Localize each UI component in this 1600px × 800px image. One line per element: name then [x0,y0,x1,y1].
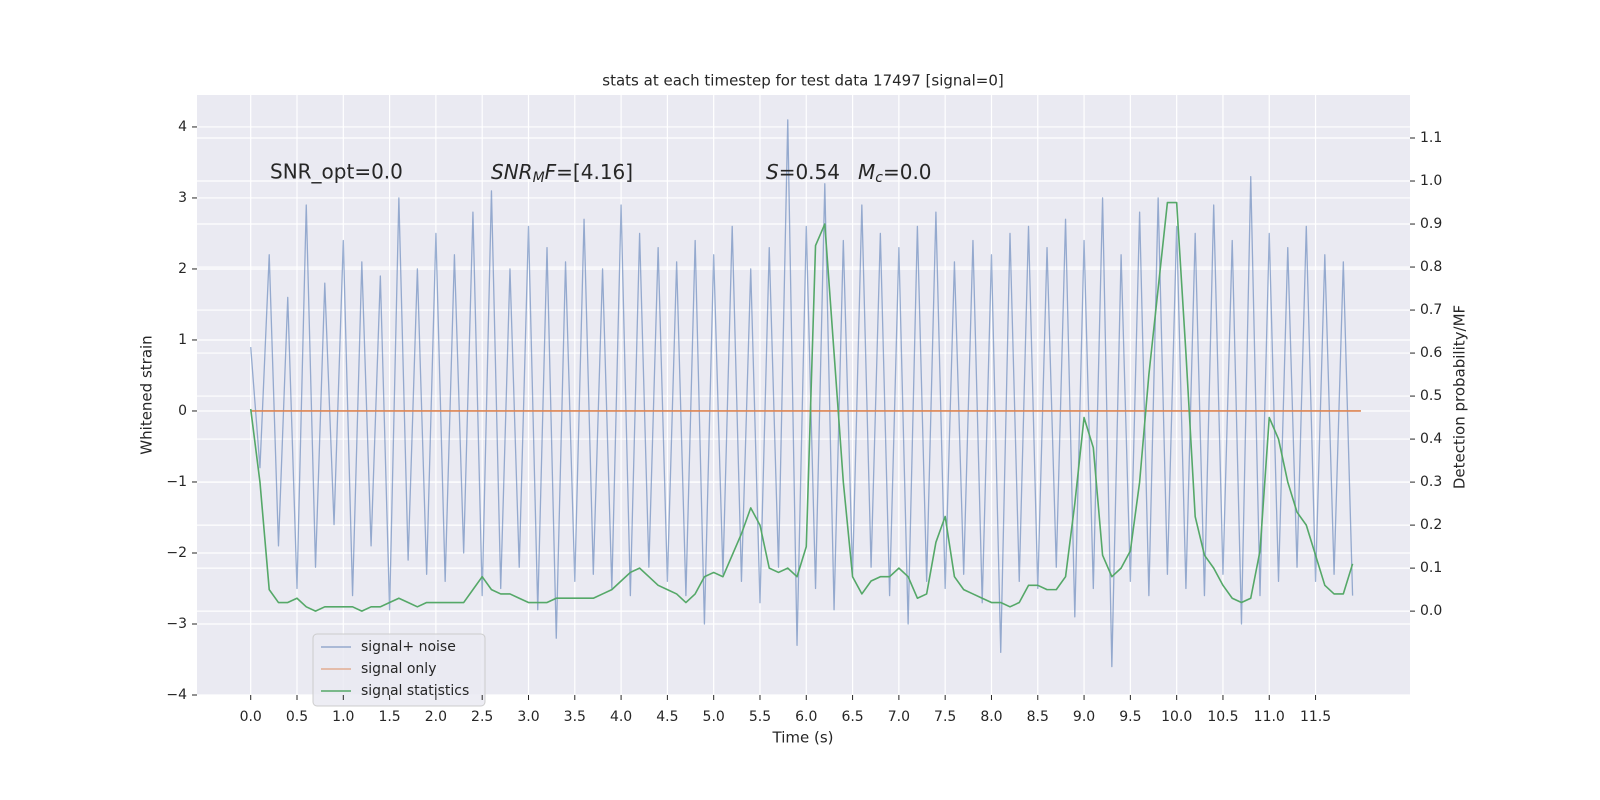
x-tick-label: 11.5 [1300,709,1331,725]
annotation: Mc=0.0 [858,160,932,187]
y-axis-label: Whitened strain [138,335,156,454]
x-tick-label: 6.5 [841,709,863,725]
x-tick-label: 7.5 [934,709,956,725]
annotation-part: =0.54 [779,160,840,184]
x-tick-label: 2.0 [425,709,447,725]
y-tick-label: 3 [178,190,187,206]
annotation-part: M [533,170,545,186]
annotation-part: =[4.16] [556,160,633,184]
y-tick-label: −2 [166,545,187,561]
legend-box [312,633,486,707]
y-tick-label: 1 [178,332,187,348]
x-tick-label: 3.5 [564,709,586,725]
x-tick-label: 0.5 [286,709,308,725]
x-tick-label: 1.0 [332,709,354,725]
y2-tick-label: 1.0 [1420,173,1442,189]
y2-tick-label: 0.3 [1420,474,1442,490]
x-tick-label: 11.0 [1254,709,1285,725]
y-tick-label: 4 [178,119,187,135]
y-tick-label: 2 [178,261,187,277]
annotation: SNR_opt=0.0 [270,160,403,184]
x-tick-label: 10.5 [1207,709,1238,725]
plot-area [197,95,1410,695]
x-tick-label: 4.5 [656,709,678,725]
x-tick-label: 1.5 [378,709,400,725]
y2-tick-label: 0.2 [1420,517,1442,533]
x-axis-label: Time (s) [772,729,834,747]
y-tick-label: −3 [166,616,187,632]
annotation-part: c [875,170,883,186]
x-tick-label: 8.0 [980,709,1002,725]
legend-label: signal only [361,661,436,677]
annotation-part: SNR [491,160,533,184]
annotation: SNRMF=[4.16] [491,160,633,187]
x-tick-label: 9.0 [1073,709,1095,725]
annotation-part: =0.0 [883,160,932,184]
series-line [250,119,1354,668]
x-tick-label: 8.5 [1027,709,1049,725]
y2-tick-label: 0.8 [1420,259,1442,275]
y2-tick-label: 1.1 [1420,130,1442,146]
x-tick-label: 9.5 [1119,709,1141,725]
x-tick-label: 5.5 [749,709,771,725]
y2-tick-label: 0.0 [1420,603,1442,619]
y2-tick-label: 0.7 [1420,302,1442,318]
y-tick-label: −4 [166,687,187,703]
annotation: S=0.54 [766,160,840,184]
y2-tick-label: 0.1 [1420,560,1442,576]
annotation-part: F [545,160,557,184]
legend: signal+ noise signal only signal statistic… [312,633,486,707]
legend-label: signal statistics [361,683,469,699]
x-tick-label: 4.0 [610,709,632,725]
y2-tick-label: 0.9 [1420,216,1442,232]
annotation-part: S [766,160,779,184]
legend-label: signal+ noise [361,639,456,655]
y2-tick-label: 0.4 [1420,431,1442,447]
x-tick-label: 6.0 [795,709,817,725]
series-line [249,201,1354,612]
y-tick-label: 0 [178,403,187,419]
x-tick-label: 3.0 [517,709,539,725]
y2-tick-label: 0.6 [1420,345,1442,361]
chart-title: stats at each timestep for test data 174… [602,72,1003,90]
x-tick-label: 5.0 [703,709,725,725]
x-tick-label: 2.5 [471,709,493,725]
y2-axis-label: Detection probability/MF [1451,305,1469,489]
y2-tick-label: 0.5 [1420,388,1442,404]
x-tick-label: 0.0 [240,709,262,725]
x-tick-label: 10.0 [1161,709,1192,725]
annotation-part: M [858,160,875,184]
x-tick-label: 7.0 [888,709,910,725]
y-tick-label: −1 [166,474,187,490]
